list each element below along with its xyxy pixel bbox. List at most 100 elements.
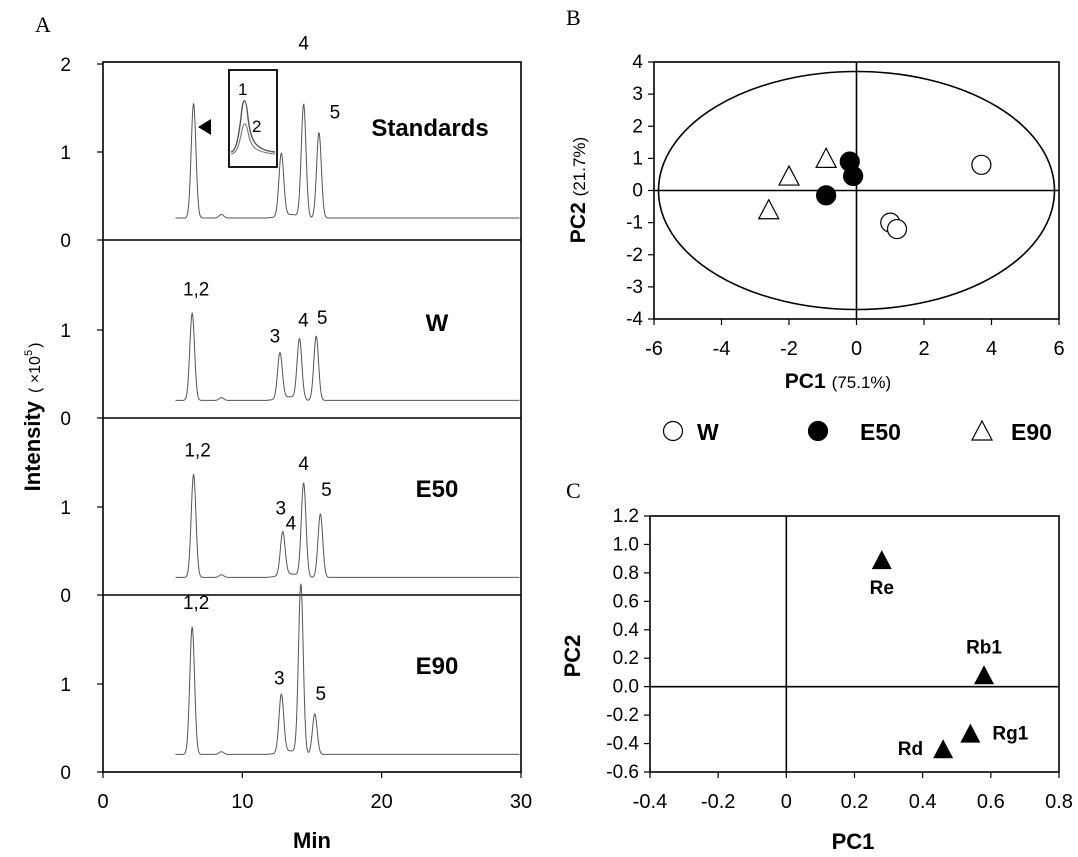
panel-c-ytick-label: 1.0	[613, 534, 639, 555]
peak-label: 3	[270, 327, 281, 348]
panel-b-xlabel: PC1 (75.1%)	[785, 370, 891, 393]
stack-name: E90	[416, 653, 459, 680]
loading-point-rb1	[974, 665, 995, 685]
panel-c-ytick-label: 1.2	[613, 506, 639, 527]
peak-label: 1,2	[183, 279, 209, 300]
panel-c-ytick-label: 0.2	[613, 648, 639, 669]
standards-inset: 1 2	[198, 69, 278, 168]
panel-b-ytick-label: 2	[632, 116, 643, 137]
panel-b-xtick-label: 6	[1053, 338, 1064, 360]
loading-label-re: Re	[870, 578, 894, 599]
panel-b-ytick-label: 3	[632, 84, 643, 105]
panel-a-ytick-label: 1	[60, 143, 71, 164]
panel-c-ytick-label: -0.6	[606, 762, 639, 783]
panel-b-xtick-label: 2	[918, 338, 929, 360]
panel-a-xtick-label: 30	[510, 791, 532, 813]
panel-c-xtick-label: 0.6	[977, 791, 1005, 813]
loading-label-rb1: Rb1	[966, 637, 1002, 658]
panel-a-xtick-label: 10	[231, 791, 253, 813]
peak-label: 4	[298, 311, 309, 332]
panel-a-chromatograms: 012345Standards011,2345W011,2345E50011,2…	[20, 33, 532, 853]
panel-b-ytick-label: 4	[632, 52, 643, 73]
panel-a-frame	[102, 61, 522, 773]
panel-a-ytick-label: 1	[60, 321, 71, 342]
panel-a-ylabel: Intensity( ×105)	[20, 343, 45, 492]
loading-point-re	[871, 550, 892, 570]
legend-marker-e50	[807, 420, 829, 442]
panel-b-ytick-label: 1	[632, 148, 643, 169]
panel-b-xtick-label: -6	[645, 338, 663, 360]
inset-peak-label-2: 2	[252, 117, 261, 136]
panel-c-ytick-label: 0.0	[613, 677, 639, 698]
panel-c-ytick-label: 0.4	[613, 620, 640, 641]
panel-c-xtick-label: -0.2	[701, 791, 735, 813]
loading-point-rg1	[960, 723, 981, 743]
panel-a-ytick-label: 0	[60, 763, 71, 784]
peak-label: 5	[317, 308, 328, 329]
panel-b-ytick-label: 0	[632, 181, 643, 202]
panel-c-pca-loadings: -0.4 -0.2 0 0.2 0.4 0.6 0.8 1.2 1.0 0.8 0.6 0.4 0.2 0…	[560, 506, 1073, 854]
legend-marker-e90	[971, 419, 993, 441]
legend-label-e90: E90	[1011, 419, 1052, 445]
panel-c-xlabel: PC1	[832, 829, 875, 854]
panel-b-ytick-label: -4	[626, 309, 643, 330]
peak-label: 1,2	[183, 593, 209, 614]
panel-a-xtick-label: 0	[97, 791, 108, 813]
panel-b-ytick-label: -1	[626, 213, 643, 234]
panel-c-ytick-label: -0.4	[606, 734, 639, 755]
panel-a-ytick-label: 1	[60, 498, 71, 519]
panel-c-plot-area: -0.4 -0.2 0 0.2 0.4 0.6 0.8 1.2 1.0 0.8 0.6 0.4 0.2 0…	[606, 506, 1073, 813]
stack-name: Standards	[371, 115, 488, 142]
panel-b-legend: W E50 E90	[662, 419, 1052, 445]
stack-name: W	[426, 310, 449, 337]
panel-a-letter: A	[35, 12, 51, 37]
peak-label: 4	[298, 454, 309, 475]
loading-point-rd	[933, 739, 954, 759]
score-point-e90	[815, 147, 838, 168]
score-point-e90	[757, 198, 780, 220]
inset-peak-label-1: 1	[238, 80, 247, 99]
peak-label: 4	[298, 33, 309, 54]
panel-c-xtick-label: 0	[781, 791, 792, 813]
panel-c-ylabel: PC2	[560, 635, 585, 678]
panel-a-ytick-label: 2	[60, 55, 71, 76]
chromatogram-trace	[175, 473, 520, 578]
inset-trace-2	[230, 123, 276, 155]
panel-a-plot-area: 012345Standards011,2345W011,2345E50011,2…	[60, 33, 532, 813]
panel-a-ytick-label: 0	[60, 586, 71, 607]
chromatogram-trace	[175, 102, 520, 219]
panel-b-xtick-label: -2	[780, 338, 798, 360]
panel-b-xtick-label: 4	[986, 338, 997, 360]
chromatogram-trace	[175, 311, 520, 401]
loading-label-rg1: Rg1	[992, 724, 1028, 745]
legend-marker-w	[662, 420, 684, 442]
panel-c-xtick-label: 0.8	[1045, 791, 1073, 813]
panel-c-xtick-label: -0.4	[633, 791, 667, 813]
legend-label-e50: E50	[860, 419, 901, 445]
panel-b-xtick-label: 0	[851, 338, 862, 360]
peak-label: 1,2	[184, 440, 210, 461]
peak-label: 5	[315, 684, 326, 705]
panel-c-ytick-label: -0.2	[606, 705, 639, 726]
panel-b-ytick-label: -2	[626, 245, 643, 266]
panel-c-xtick-label: 0.4	[909, 791, 937, 813]
panel-c-ytick-label: 0.8	[613, 563, 639, 584]
score-point-w	[886, 218, 908, 240]
peak-label: 4	[286, 513, 297, 534]
score-point-e90	[778, 164, 800, 186]
panel-a-ytick-label: 0	[60, 231, 71, 252]
peak-label: 3	[274, 668, 285, 689]
peak-label: 3	[275, 498, 286, 519]
panel-b-ytick-label: -3	[626, 277, 643, 298]
peak-label: 5	[321, 480, 332, 501]
stack-name: E50	[416, 476, 459, 503]
panel-a-ytick-label: 1	[60, 675, 71, 696]
score-point-e50	[843, 165, 864, 187]
peak-label: 5	[330, 103, 341, 124]
inset-trace-1	[230, 100, 276, 153]
panel-b-xtick-label: -4	[713, 338, 731, 360]
score-point-w	[971, 154, 992, 175]
